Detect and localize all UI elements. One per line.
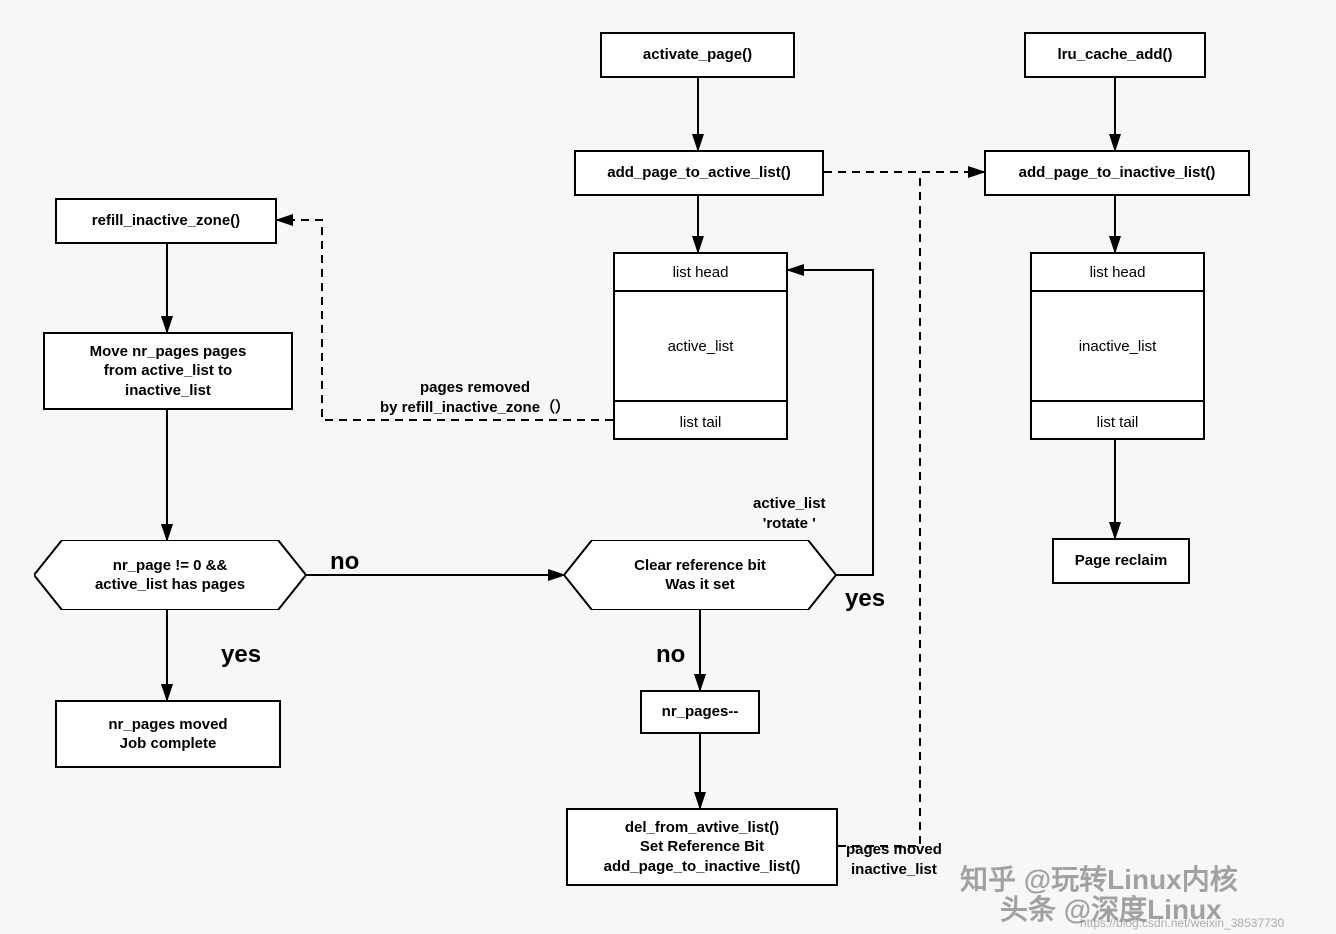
node-move-nr: Move nr_pages pages from active_list to … (43, 332, 293, 410)
watermark-csdn: https://blog.csdn.net/weixin_38537730 (1080, 916, 1284, 930)
active-list: list headactive_listlist tail (613, 252, 788, 440)
inactive-list: list headinactive_listlist tail (1030, 252, 1205, 440)
node-del-add-label: del_from_avtive_list() Set Reference Bit… (604, 818, 801, 877)
node-nr-dec: nr_pages-- (640, 690, 760, 734)
label-no-1: no (330, 548, 359, 576)
node-activate-page: activate_page() (600, 32, 795, 78)
node-del-add: del_from_avtive_list() Set Reference Bit… (566, 808, 838, 886)
decision-nr-page: nr_page != 0 && active_list has pages (34, 540, 306, 610)
node-nr-moved-label: nr_pages moved Job complete (108, 715, 227, 754)
decision-nr-page-label: nr_page != 0 && active_list has pages (34, 540, 306, 610)
node-move-nr-label: Move nr_pages pages from active_list to … (90, 342, 247, 401)
inactive-cell-1: inactive_list (1032, 292, 1203, 402)
node-lru-cache: lru_cache_add() (1024, 32, 1206, 78)
node-nr-moved: nr_pages moved Job complete (55, 700, 281, 768)
node-page-reclaim: Page reclaim (1052, 538, 1190, 584)
inactive-cell-2: list tail (1032, 402, 1203, 442)
node-add-page-inactive: add_page_to_inactive_list() (984, 150, 1250, 196)
active-cell-1: active_list (615, 292, 786, 402)
label-yes-2: yes (845, 585, 885, 613)
flowchart-arrows (0, 0, 1336, 934)
label-pages-removed: pages removed by refill_inactive_zone（） (380, 378, 570, 417)
active-cell-0: list head (615, 254, 786, 292)
decision-clear-ref: Clear reference bit Was it set (564, 540, 836, 610)
label-yes-1: yes (221, 641, 261, 669)
label-active-rotate: active_list 'rotate ' (753, 494, 826, 533)
label-pages-moved: pages moved inactive_list (846, 840, 942, 879)
inactive-cell-0: list head (1032, 254, 1203, 292)
decision-clear-ref-label: Clear reference bit Was it set (564, 540, 836, 610)
label-no-2: no (656, 641, 685, 669)
node-add-page-active: add_page_to_active_list() (574, 150, 824, 196)
node-refill: refill_inactive_zone() (55, 198, 277, 244)
active-cell-2: list tail (615, 402, 786, 442)
